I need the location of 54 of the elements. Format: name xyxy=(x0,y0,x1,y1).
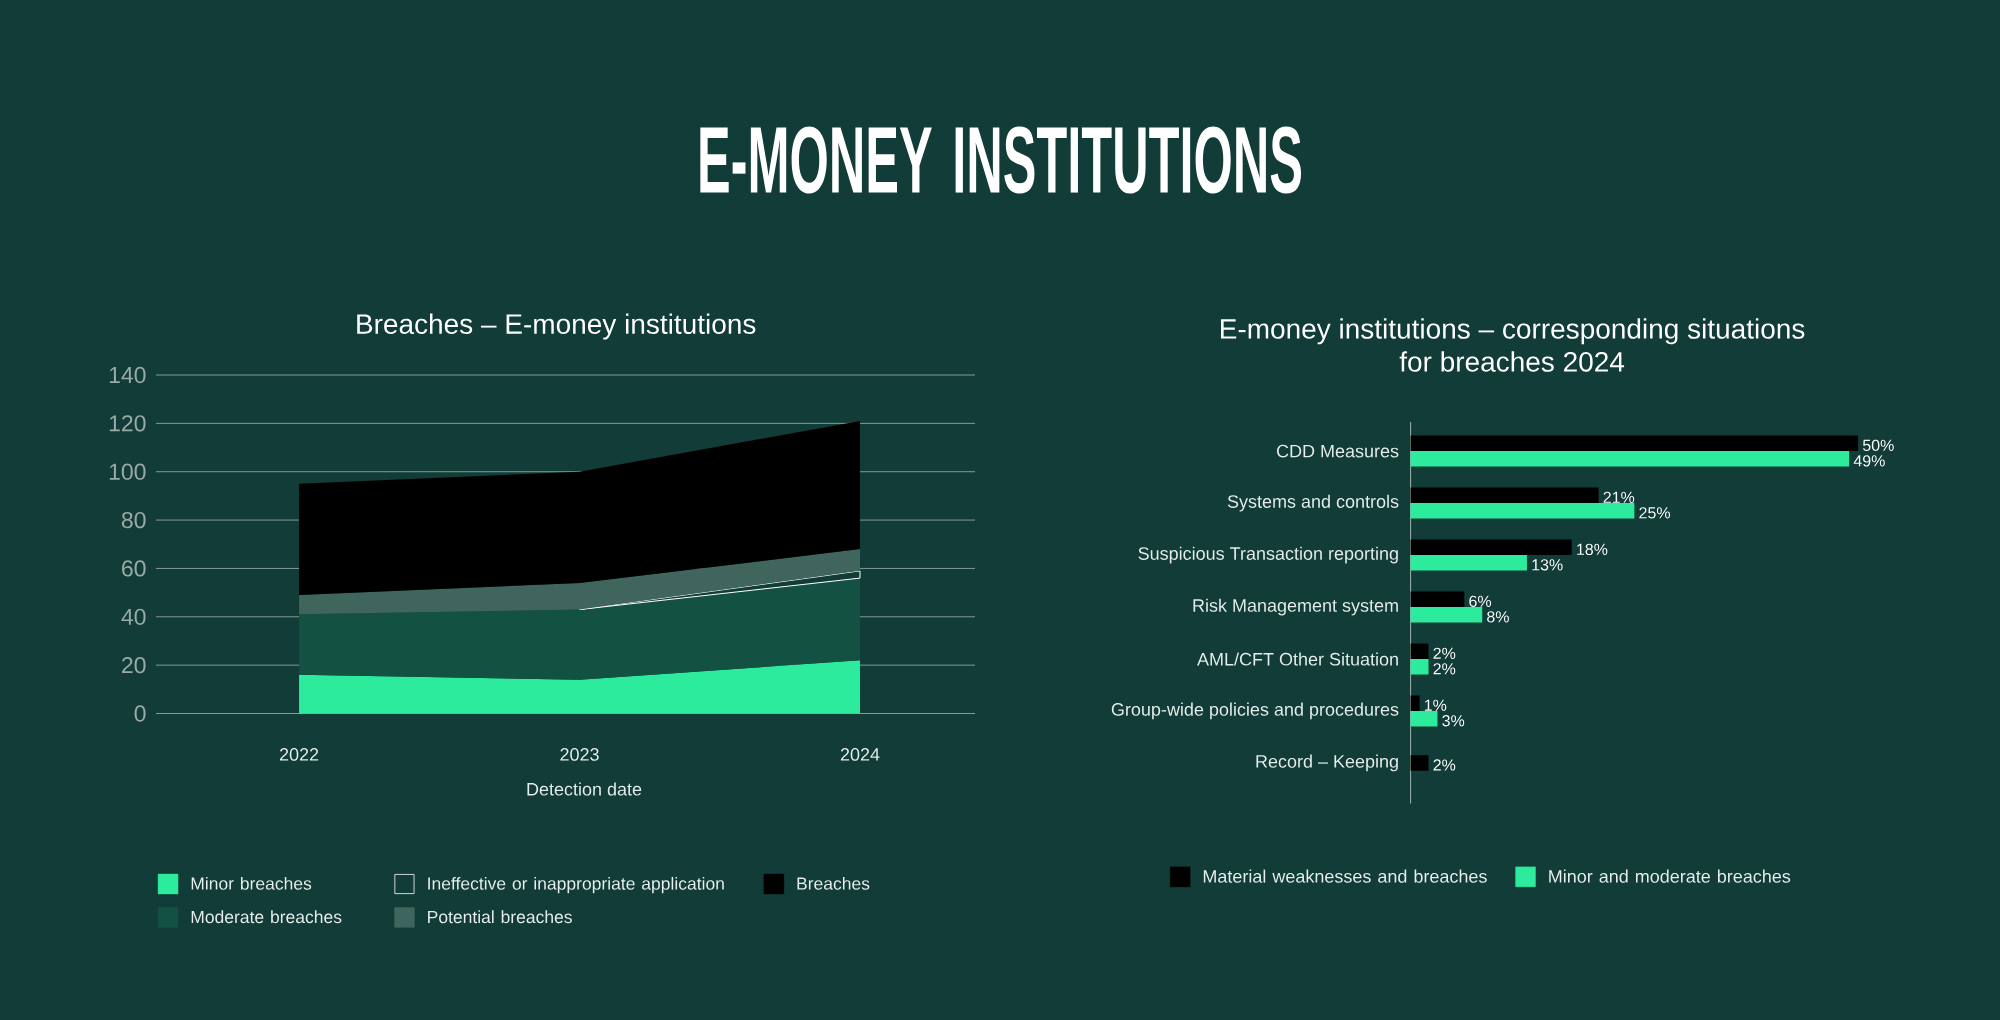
bar xyxy=(1410,435,1859,452)
x-axis-title: Detection date xyxy=(527,782,642,796)
y-tick-label: AML/CFT Other Situation xyxy=(1197,652,1398,666)
bar xyxy=(1410,503,1635,519)
y-tick-label: CDD Measures xyxy=(1276,444,1399,458)
bar xyxy=(1410,607,1483,623)
bar xyxy=(1410,591,1465,608)
x-tick-label: 2024 xyxy=(840,748,880,761)
legend-label: Material weaknesses and breaches xyxy=(1203,869,1487,883)
data-label: 6% xyxy=(1469,595,1492,607)
y-tick-label: Suspicious Transaction reporting xyxy=(1138,546,1398,564)
y-tick-label: 0 xyxy=(134,705,146,722)
bar xyxy=(1410,451,1850,467)
legend-label: Potential breaches xyxy=(428,910,572,924)
y-tick-label: 80 xyxy=(121,511,146,529)
bar xyxy=(1410,695,1420,711)
y-tick-label: Group-wide policies and procedures xyxy=(1111,702,1399,720)
legend-label: Minor and moderate breaches xyxy=(1549,869,1791,883)
data-label: 13% xyxy=(1532,559,1563,571)
data-label: 2% xyxy=(1433,663,1456,675)
bar xyxy=(1410,539,1572,556)
chart-title: Breaches – E-money institutions xyxy=(357,313,756,340)
y-tick-label: Record – Keeping xyxy=(1256,754,1398,772)
y-tick-label: 40 xyxy=(121,608,146,625)
data-label: 18% xyxy=(1577,543,1608,555)
data-label: 25% xyxy=(1639,507,1671,519)
data-label: 2% xyxy=(1433,759,1456,771)
legend-label: Moderate breaches xyxy=(191,910,342,924)
y-tick-label: Systems and controls xyxy=(1227,494,1399,512)
data-label: 1% xyxy=(1424,699,1447,711)
data-label: 2% xyxy=(1433,647,1456,659)
y-tick-label: 60 xyxy=(122,560,146,577)
data-label: 8% xyxy=(1487,611,1509,623)
text: E-MONEY INSTITUTIONS xyxy=(700,126,1301,194)
data-label: 21% xyxy=(1603,491,1635,503)
bar xyxy=(1410,643,1429,660)
y-tick-label: 100 xyxy=(109,463,146,480)
y-tick-label: 120 xyxy=(109,415,146,432)
y-tick-label: 20 xyxy=(122,657,146,674)
bar xyxy=(1410,555,1527,571)
legend-label: Minor breaches xyxy=(191,876,312,890)
bar xyxy=(1410,710,1438,727)
chart-title: E-money institutions – corresponding situations for breaches 2024 xyxy=(1221,318,1805,372)
data-label: 49% xyxy=(1853,455,1885,467)
y-tick-label: Risk Management system xyxy=(1193,598,1398,616)
x-tick-label: 2023 xyxy=(560,748,599,761)
data-label: 3% xyxy=(1442,715,1465,727)
legend-label: Ineffective or inappropriate application xyxy=(428,876,724,894)
legend-label: Breaches xyxy=(797,876,870,890)
bar xyxy=(1410,659,1429,675)
data-label: 50% xyxy=(1862,439,1894,452)
bar xyxy=(1410,487,1599,504)
x-tick-label: 2022 xyxy=(279,748,319,761)
y-tick-label: 140 xyxy=(109,366,146,384)
